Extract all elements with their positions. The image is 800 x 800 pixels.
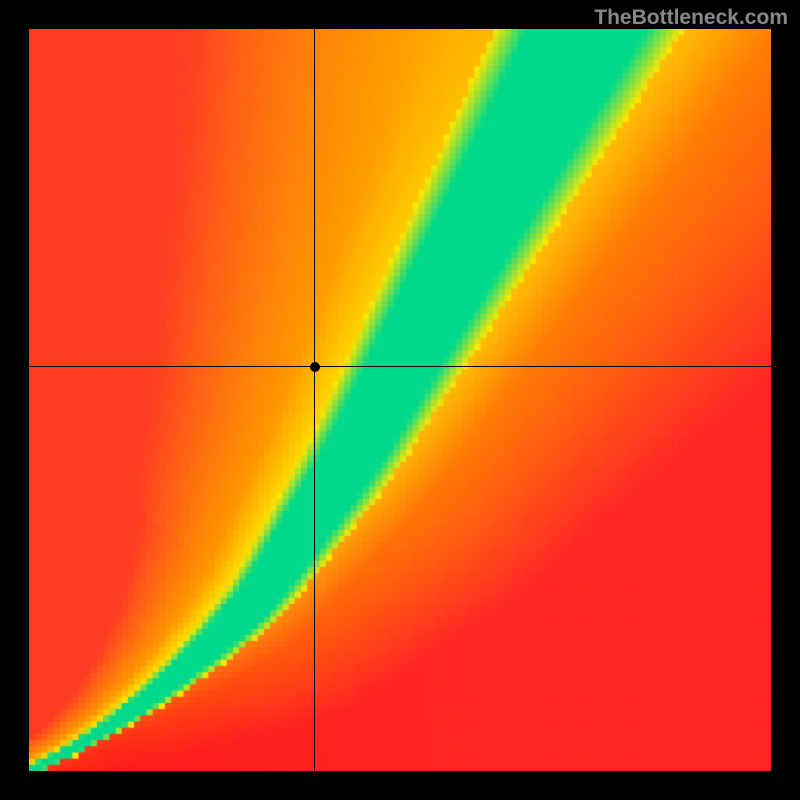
heatmap-plot <box>29 29 771 771</box>
watermark-text: TheBottleneck.com <box>594 6 788 30</box>
crosshair-horizontal <box>29 366 771 367</box>
crosshair-vertical <box>314 29 315 771</box>
heatmap-canvas <box>29 29 771 771</box>
marker-point <box>310 362 320 372</box>
